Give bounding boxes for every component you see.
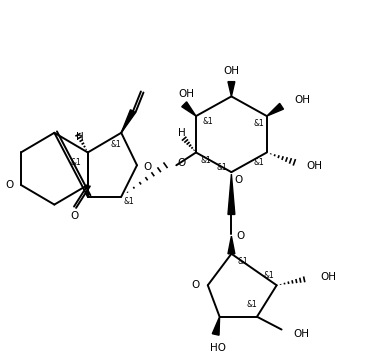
- Text: &1: &1: [71, 158, 81, 167]
- Text: &1: &1: [254, 119, 264, 128]
- Text: &1: &1: [238, 257, 249, 266]
- Text: O: O: [144, 162, 152, 172]
- Text: O: O: [70, 211, 78, 221]
- Text: OH: OH: [306, 161, 322, 171]
- Text: &1: &1: [124, 197, 135, 206]
- Text: H: H: [178, 128, 186, 138]
- Polygon shape: [228, 174, 235, 214]
- Polygon shape: [182, 102, 196, 116]
- Polygon shape: [121, 110, 136, 133]
- Text: O: O: [6, 180, 14, 190]
- Text: O: O: [177, 158, 186, 168]
- Text: OH: OH: [294, 95, 310, 105]
- Polygon shape: [267, 103, 283, 116]
- Text: &1: &1: [264, 271, 274, 280]
- Text: O: O: [236, 231, 245, 241]
- Text: HO: HO: [210, 343, 226, 353]
- Polygon shape: [212, 317, 220, 335]
- Text: &1: &1: [247, 300, 257, 310]
- Text: OH: OH: [223, 66, 239, 76]
- Text: OH: OH: [320, 273, 336, 282]
- Text: &1: &1: [111, 140, 122, 149]
- Text: OH: OH: [293, 329, 309, 340]
- Text: H: H: [76, 132, 84, 142]
- Text: &1: &1: [201, 156, 211, 165]
- Polygon shape: [228, 82, 235, 96]
- Text: &1: &1: [203, 118, 213, 126]
- Text: &1: &1: [254, 158, 264, 167]
- Text: O: O: [192, 280, 200, 290]
- Polygon shape: [228, 236, 235, 254]
- Text: O: O: [234, 175, 242, 185]
- Text: &1: &1: [216, 163, 227, 172]
- Text: OH: OH: [178, 89, 194, 100]
